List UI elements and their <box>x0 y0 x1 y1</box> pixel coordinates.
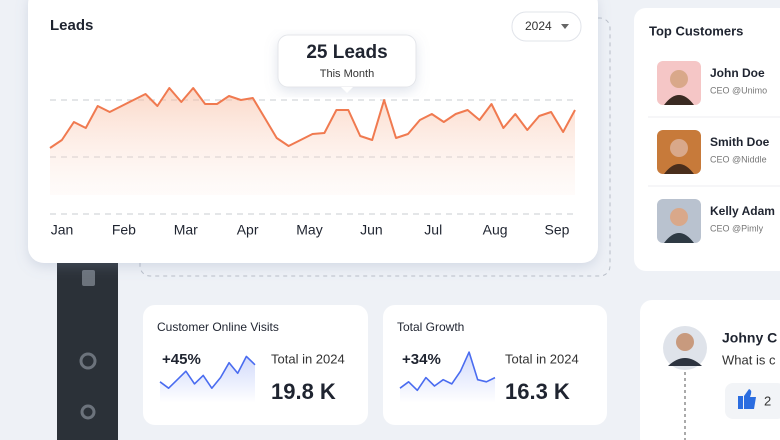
customer-name: Kelly Adam <box>710 204 775 218</box>
caption: Total in 2024 <box>505 351 579 366</box>
total: 19.8 K <box>271 379 336 404</box>
leads-card <box>28 0 598 263</box>
settings-icon[interactable] <box>79 352 97 370</box>
customer-role: CEO @Pimly <box>710 223 764 233</box>
x-tick-label: Aug <box>483 222 508 238</box>
x-tick-label: Apr <box>237 222 259 238</box>
line <box>49 87 576 149</box>
change: +45% <box>162 351 201 368</box>
x-tick-label: Mar <box>174 222 198 238</box>
x-tick-label: Jan <box>51 222 74 238</box>
tooltip-subtitle: This Month <box>320 68 374 80</box>
avatar-body <box>664 95 694 105</box>
sparkline <box>399 351 496 392</box>
avatar-face <box>676 333 694 351</box>
customer-name: Smith Doe <box>710 135 770 149</box>
card-title: Customer Online Visits <box>157 320 279 334</box>
card-title: Total Growth <box>397 320 464 334</box>
customer-name: John Doe <box>710 66 765 80</box>
avatar-face <box>670 70 688 88</box>
dropdown-arrow <box>561 24 569 29</box>
year-select-label: 2024 <box>525 19 552 33</box>
avatar-face <box>670 208 688 226</box>
total: 16.3 K <box>505 379 570 404</box>
x-tick-label: Jul <box>424 222 442 238</box>
year-select[interactable] <box>511 11 582 42</box>
avatar-face <box>670 139 688 157</box>
spark-area <box>400 352 495 403</box>
spark-area <box>160 356 255 403</box>
caption: Total in 2024 <box>271 351 345 366</box>
avatar-body <box>668 358 702 366</box>
sparkline <box>159 355 256 389</box>
avatar-body <box>664 164 694 174</box>
x-tick-label: May <box>296 222 322 238</box>
like-icon <box>738 389 756 409</box>
tooltip-title: 25 Leads <box>306 42 387 63</box>
customer-role: CEO @Niddle <box>710 154 767 164</box>
award-icon[interactable] <box>80 404 96 420</box>
customers-title: Top Customers <box>649 23 743 38</box>
area <box>50 88 575 195</box>
comment-name: Johny C <box>722 330 777 346</box>
like-count: 2 <box>764 393 771 408</box>
card-title: Leads <box>50 17 93 34</box>
customer-role: CEO @Unimo <box>710 85 767 95</box>
avatar-body <box>664 233 694 243</box>
tooltip-arrow <box>341 87 353 93</box>
book-icon[interactable] <box>82 270 95 286</box>
x-tick-label: Sep <box>545 222 570 238</box>
x-tick-label: Jun <box>360 222 383 238</box>
change: +34% <box>402 351 441 368</box>
comment-text: What is c <box>722 352 776 367</box>
x-tick-label: Feb <box>112 222 136 238</box>
